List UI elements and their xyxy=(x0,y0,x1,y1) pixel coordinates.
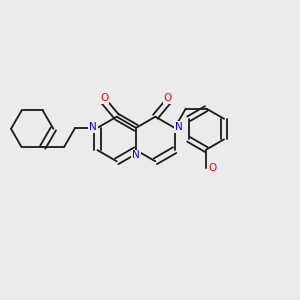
Text: O: O xyxy=(209,163,217,173)
Text: N: N xyxy=(89,122,97,132)
Text: N: N xyxy=(132,151,140,160)
Text: O: O xyxy=(164,93,172,103)
Text: O: O xyxy=(100,93,108,103)
Text: N: N xyxy=(175,122,183,132)
